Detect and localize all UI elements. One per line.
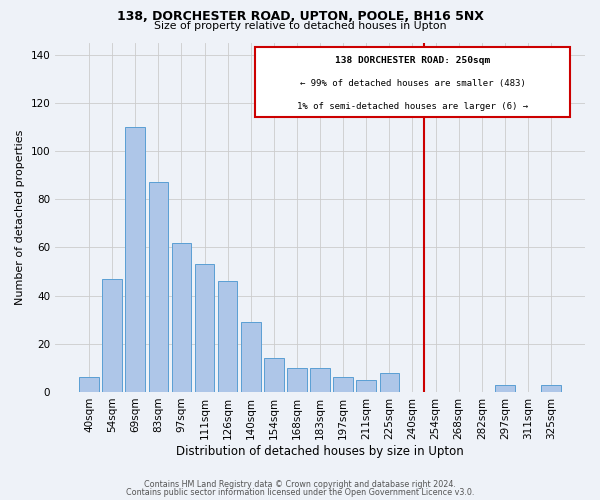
Bar bbox=[495, 384, 515, 392]
Bar bbox=[287, 368, 307, 392]
Text: Size of property relative to detached houses in Upton: Size of property relative to detached ho… bbox=[154, 21, 446, 31]
Bar bbox=[195, 264, 214, 392]
Bar bbox=[241, 322, 260, 392]
X-axis label: Distribution of detached houses by size in Upton: Distribution of detached houses by size … bbox=[176, 444, 464, 458]
Text: 138, DORCHESTER ROAD, UPTON, POOLE, BH16 5NX: 138, DORCHESTER ROAD, UPTON, POOLE, BH16… bbox=[116, 10, 484, 23]
Bar bbox=[149, 182, 168, 392]
Bar bbox=[264, 358, 284, 392]
Bar bbox=[79, 378, 99, 392]
Bar bbox=[541, 384, 561, 392]
Text: ← 99% of detached houses are smaller (483): ← 99% of detached houses are smaller (48… bbox=[299, 78, 526, 88]
Text: 1% of semi-detached houses are larger (6) →: 1% of semi-detached houses are larger (6… bbox=[297, 102, 528, 110]
Bar bbox=[380, 372, 399, 392]
Bar bbox=[218, 281, 238, 392]
Bar bbox=[356, 380, 376, 392]
Text: 138 DORCHESTER ROAD: 250sqm: 138 DORCHESTER ROAD: 250sqm bbox=[335, 56, 490, 65]
Text: Contains HM Land Registry data © Crown copyright and database right 2024.: Contains HM Land Registry data © Crown c… bbox=[144, 480, 456, 489]
Bar bbox=[172, 242, 191, 392]
Text: Contains public sector information licensed under the Open Government Licence v3: Contains public sector information licen… bbox=[126, 488, 474, 497]
Bar bbox=[256, 48, 569, 117]
Bar bbox=[103, 278, 122, 392]
Bar bbox=[310, 368, 330, 392]
Bar bbox=[125, 127, 145, 392]
Y-axis label: Number of detached properties: Number of detached properties bbox=[15, 130, 25, 305]
Bar bbox=[334, 378, 353, 392]
